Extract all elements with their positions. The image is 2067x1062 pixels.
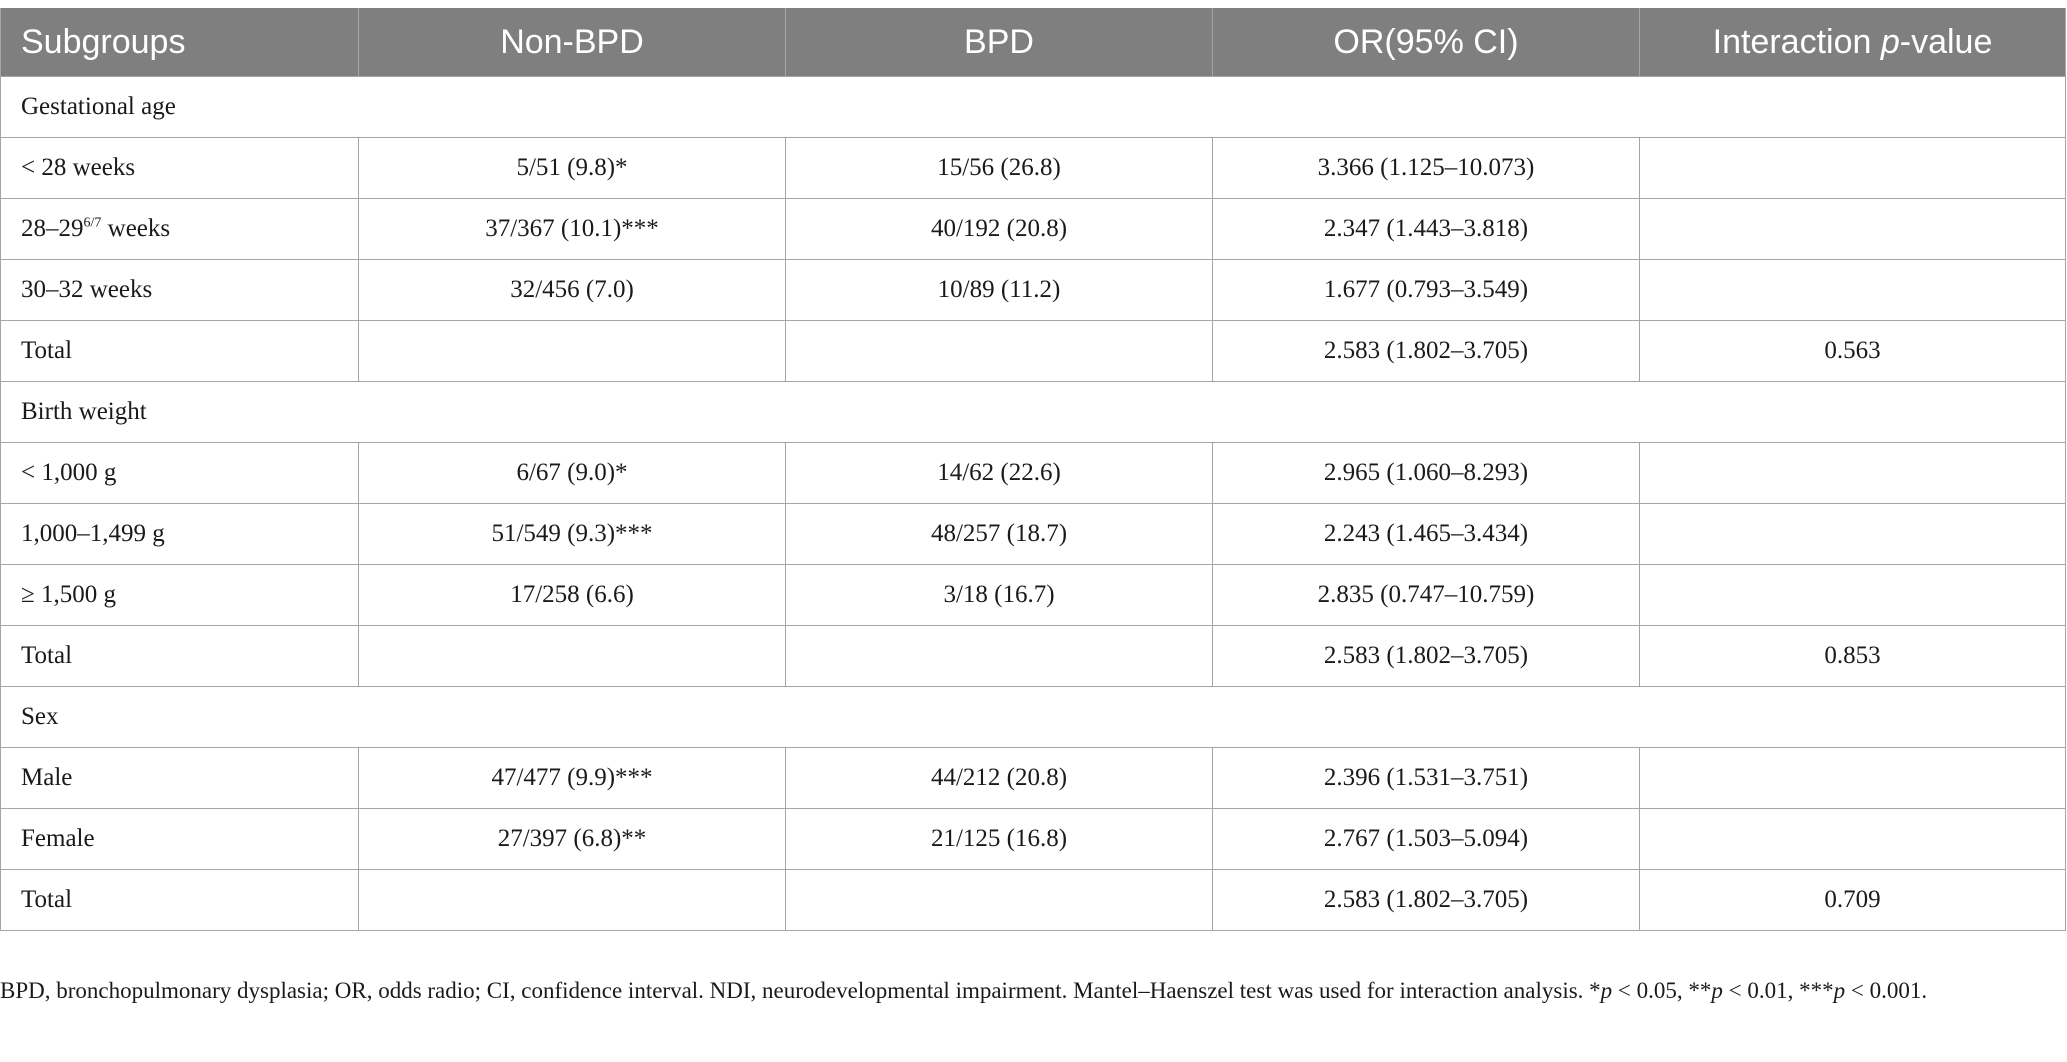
row-label: 28–296/7 weeks [0,198,359,260]
row-label-superscript: 6/7 [83,215,102,231]
cell-p [1639,808,2066,870]
table-row: < 28 weeks 5/51 (9.8)* 15/56 (26.8) 3.36… [0,137,2066,199]
table-row-total: Total 2.583 (1.802–3.705) 0.709 [0,869,2066,931]
cell-non-bpd [358,625,786,687]
cell-or: 3.366 (1.125–10.073) [1212,137,1640,199]
cell-p [1639,564,2066,626]
cell-bpd: 10/89 (11.2) [785,259,1213,321]
header-non-bpd: Non-BPD [358,8,786,77]
header-interaction-prefix: Interaction [1712,22,1881,61]
cell-p [1639,137,2066,199]
cell-or: 1.677 (0.793–3.549) [1212,259,1640,321]
section-title: Birth weight [0,381,2066,443]
cell-p [1639,442,2066,504]
cell-bpd [785,320,1213,382]
footnote-text: BPD, bronchopulmonary dysplasia; OR, odd… [0,978,1601,1003]
table-row: 30–32 weeks 32/456 (7.0) 10/89 (11.2) 1.… [0,259,2066,321]
row-label: Total [0,320,359,382]
footnote-threshold: < 0.001. [1845,978,1928,1003]
header-interaction-p: Interaction p-value [1639,8,2066,77]
cell-bpd: 3/18 (16.7) [785,564,1213,626]
header-subgroups: Subgroups [0,8,359,77]
section-row-sex: Sex [0,686,2066,748]
cell-p [1639,259,2066,321]
cell-or: 2.243 (1.465–3.434) [1212,503,1640,565]
cell-p [1639,747,2066,809]
cell-or: 2.347 (1.443–3.818) [1212,198,1640,260]
cell-non-bpd: 6/67 (9.0)* [358,442,786,504]
section-title: Gestational age [0,76,2066,138]
cell-bpd: 21/125 (16.8) [785,808,1213,870]
row-label: ≥ 1,500 g [0,564,359,626]
section-row-gestational-age: Gestational age [0,76,2066,138]
cell-non-bpd: 17/258 (6.6) [358,564,786,626]
table-row: 1,000–1,499 g 51/549 (9.3)*** 48/257 (18… [0,503,2066,565]
row-label: < 28 weeks [0,137,359,199]
cell-non-bpd: 27/397 (6.8)** [358,808,786,870]
cell-non-bpd: 37/367 (10.1)*** [358,198,786,260]
header-bpd: BPD [785,8,1213,77]
cell-or: 2.767 (1.503–5.094) [1212,808,1640,870]
row-label-main: 28–29 [21,215,84,242]
cell-p: 0.853 [1639,625,2066,687]
cell-p [1639,503,2066,565]
table-header-row: Subgroups Non-BPD BPD OR(95% CI) Interac… [0,8,2066,77]
cell-bpd [785,869,1213,931]
cell-bpd: 40/192 (20.8) [785,198,1213,260]
table-row-total: Total 2.583 (1.802–3.705) 0.853 [0,625,2066,687]
header-interaction-italic: p [1880,22,1900,61]
row-label: 1,000–1,499 g [0,503,359,565]
cell-or: 2.396 (1.531–3.751) [1212,747,1640,809]
section-title: Sex [0,686,2066,748]
cell-bpd: 15/56 (26.8) [785,137,1213,199]
table-row: 28–296/7 weeks 37/367 (10.1)*** 40/192 (… [0,198,2066,260]
row-label-suffix: weeks [101,215,171,242]
table-row-total: Total 2.583 (1.802–3.705) 0.563 [0,320,2066,382]
cell-or: 2.835 (0.747–10.759) [1212,564,1640,626]
cell-or: 2.965 (1.060–8.293) [1212,442,1640,504]
cell-non-bpd: 32/456 (7.0) [358,259,786,321]
cell-p: 0.563 [1639,320,2066,382]
table-footnote: BPD, bronchopulmonary dysplasia; OR, odd… [0,972,2060,1010]
row-label: Female [0,808,359,870]
footnote-p-italic: p [1600,978,1613,1003]
row-label: Total [0,869,359,931]
cell-bpd: 48/257 (18.7) [785,503,1213,565]
table-container: Subgroups Non-BPD BPD OR(95% CI) Interac… [0,8,2067,931]
cell-or: 2.583 (1.802–3.705) [1212,869,1640,931]
header-or-ci: OR(95% CI) [1212,8,1640,77]
cell-or: 2.583 (1.802–3.705) [1212,625,1640,687]
row-label: 30–32 weeks [0,259,359,321]
subgroup-table: Subgroups Non-BPD BPD OR(95% CI) Interac… [0,8,2066,931]
row-label: Male [0,747,359,809]
cell-non-bpd [358,869,786,931]
cell-bpd: 44/212 (20.8) [785,747,1213,809]
table-row: < 1,000 g 6/67 (9.0)* 14/62 (22.6) 2.965… [0,442,2066,504]
footnote-threshold: < 0.05, ** [1612,978,1712,1003]
table-row: ≥ 1,500 g 17/258 (6.6) 3/18 (16.7) 2.835… [0,564,2066,626]
section-row-birth-weight: Birth weight [0,381,2066,443]
header-interaction-suffix: -value [1899,22,1993,61]
cell-non-bpd: 5/51 (9.8)* [358,137,786,199]
cell-non-bpd: 51/549 (9.3)*** [358,503,786,565]
table-row: Male 47/477 (9.9)*** 44/212 (20.8) 2.396… [0,747,2066,809]
cell-p [1639,198,2066,260]
cell-or: 2.583 (1.802–3.705) [1212,320,1640,382]
footnote-threshold: < 0.01, *** [1722,978,1834,1003]
cell-non-bpd [358,320,786,382]
footnote-p-italic: p [1711,978,1723,1003]
cell-p: 0.709 [1639,869,2066,931]
table-row: Female 27/397 (6.8)** 21/125 (16.8) 2.76… [0,808,2066,870]
cell-bpd [785,625,1213,687]
row-label: Total [0,625,359,687]
cell-non-bpd: 47/477 (9.9)*** [358,747,786,809]
cell-bpd: 14/62 (22.6) [785,442,1213,504]
footnote-p-italic: p [1833,978,1846,1003]
row-label: < 1,000 g [0,442,359,504]
